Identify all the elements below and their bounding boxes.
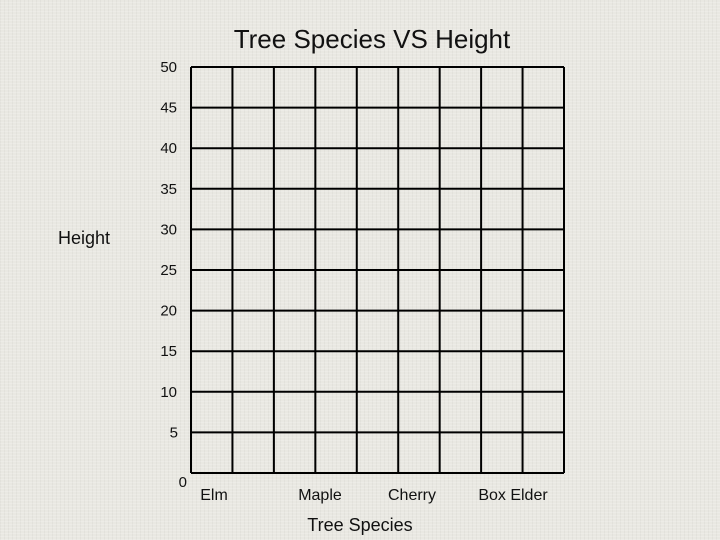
y-axis-label: Height bbox=[58, 228, 110, 248]
y-tick-label: 15 bbox=[160, 343, 177, 360]
x-axis-label: Tree Species bbox=[307, 515, 412, 535]
y-tick-label: 0 bbox=[179, 474, 187, 491]
x-category-label: Cherry bbox=[388, 487, 436, 504]
x-category-label: Box Elder bbox=[478, 487, 548, 504]
y-tick-label: 5 bbox=[170, 424, 178, 441]
y-tick-label: 10 bbox=[160, 384, 177, 401]
x-category-label: Elm bbox=[200, 487, 228, 504]
y-tick-label: 35 bbox=[160, 181, 177, 198]
y-tick-label: 25 bbox=[160, 262, 177, 279]
chart-title: Tree Species VS Height bbox=[234, 24, 511, 54]
y-axis-ticks: 0 5 10 15 20 25 30 35 40 45 50 bbox=[160, 59, 187, 491]
y-tick-label: 50 bbox=[160, 59, 177, 76]
y-tick-label: 45 bbox=[160, 100, 177, 117]
x-category-label: Maple bbox=[298, 487, 342, 504]
x-axis-categories: Elm Maple Cherry Box Elder bbox=[200, 487, 548, 504]
y-tick-label: 30 bbox=[160, 221, 177, 238]
chart-grid bbox=[190, 66, 565, 474]
y-tick-label: 40 bbox=[160, 140, 177, 157]
y-tick-label: 20 bbox=[160, 303, 177, 320]
